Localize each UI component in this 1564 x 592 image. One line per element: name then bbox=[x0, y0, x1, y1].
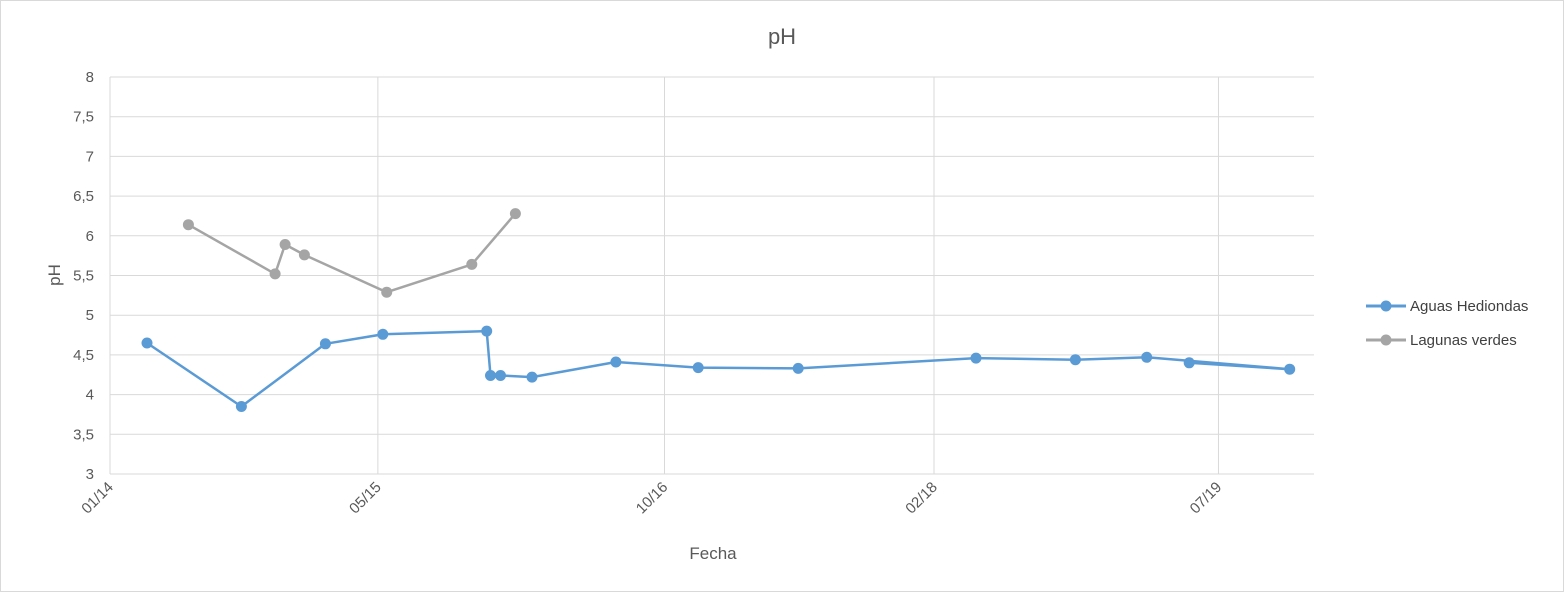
y-tick-label: 4,5 bbox=[73, 347, 94, 364]
data-point[interactable] bbox=[526, 371, 538, 383]
data-point[interactable] bbox=[1141, 351, 1153, 363]
y-tick-label: 3 bbox=[86, 466, 94, 483]
data-point[interactable] bbox=[481, 325, 493, 337]
data-point[interactable] bbox=[1284, 363, 1296, 375]
data-point[interactable] bbox=[235, 401, 247, 412]
data-point[interactable] bbox=[182, 219, 194, 231]
series-line-lagunas-verdes bbox=[187, 212, 517, 294]
x-axis-ticks: 01/14 05/15 10/16 02/18 07/19 bbox=[78, 479, 1225, 518]
y-tick-label: 7,5 bbox=[73, 109, 94, 126]
legend-swatch-marker bbox=[1380, 300, 1392, 312]
gridlines bbox=[109, 76, 1314, 475]
y-axis-ticks: 3 3,5 4 4,5 5 5,5 6 6,5 7 7,5 8 bbox=[73, 69, 94, 483]
y-axis-title: pH bbox=[45, 264, 64, 286]
y-tick-label: 6 bbox=[86, 228, 94, 245]
data-point[interactable] bbox=[970, 352, 982, 364]
data-point[interactable] bbox=[279, 239, 291, 250]
data-point[interactable] bbox=[466, 258, 478, 270]
chart-title: pH bbox=[768, 24, 796, 49]
series-group bbox=[141, 208, 1296, 412]
data-point[interactable] bbox=[381, 286, 393, 298]
x-tick-label: 01/14 bbox=[78, 479, 117, 518]
data-point[interactable] bbox=[610, 356, 622, 368]
data-point[interactable] bbox=[269, 268, 281, 280]
y-tick-label: 5 bbox=[86, 307, 94, 324]
series-aguas-hediondas bbox=[141, 325, 1296, 412]
y-tick-label: 3,5 bbox=[73, 426, 94, 443]
legend: Aguas Hediondas Lagunas verdes bbox=[1366, 298, 1528, 349]
legend-label: Lagunas verdes bbox=[1410, 332, 1517, 349]
series-line-aguas-hediondas bbox=[146, 329, 1291, 408]
data-point[interactable] bbox=[1183, 357, 1195, 369]
y-tick-label: 8 bbox=[86, 69, 94, 86]
data-point[interactable] bbox=[1069, 354, 1081, 366]
data-point[interactable] bbox=[509, 208, 521, 220]
legend-item-lagunas-verdes[interactable]: Lagunas verdes bbox=[1366, 332, 1517, 349]
data-point[interactable] bbox=[298, 249, 310, 261]
y-tick-label: 5,5 bbox=[73, 268, 94, 285]
legend-swatch-marker bbox=[1380, 334, 1392, 346]
y-tick-label: 4 bbox=[86, 387, 94, 404]
data-point[interactable] bbox=[692, 362, 704, 374]
x-tick-label: 05/15 bbox=[346, 479, 385, 518]
x-axis-title: Fecha bbox=[689, 544, 737, 563]
x-tick-label: 07/19 bbox=[1187, 479, 1226, 518]
series-lagunas-verdes bbox=[182, 208, 521, 298]
data-point[interactable] bbox=[319, 338, 331, 350]
x-tick-label: 10/16 bbox=[633, 479, 672, 518]
data-point[interactable] bbox=[377, 328, 389, 340]
y-tick-label: 6,5 bbox=[73, 188, 94, 205]
x-tick-label: 02/18 bbox=[902, 479, 941, 518]
y-tick-label: 7 bbox=[86, 148, 94, 165]
data-point[interactable] bbox=[141, 337, 153, 349]
legend-item-aguas-hediondas[interactable]: Aguas Hediondas bbox=[1366, 298, 1528, 315]
data-point[interactable] bbox=[792, 362, 804, 374]
data-point[interactable] bbox=[495, 370, 506, 381]
data-point[interactable] bbox=[485, 370, 496, 381]
legend-label: Aguas Hediondas bbox=[1410, 298, 1528, 315]
